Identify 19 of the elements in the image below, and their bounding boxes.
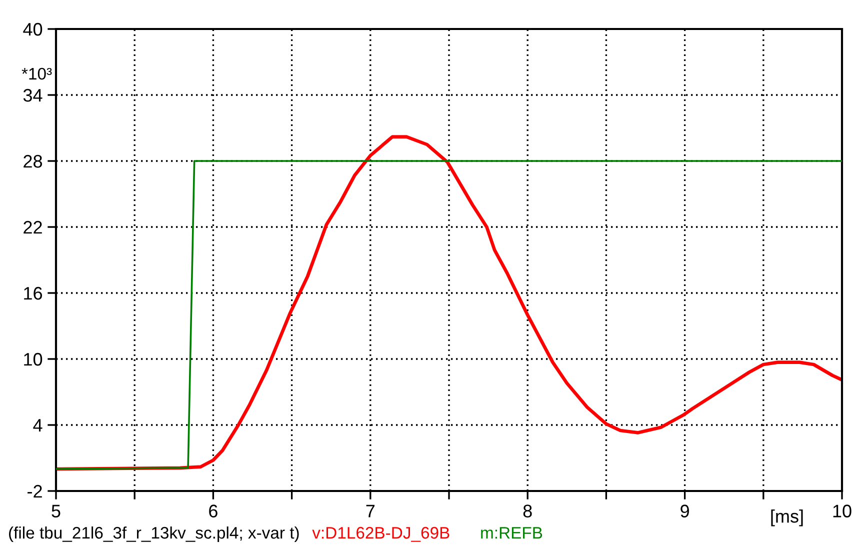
y-tick-label: 28 [24, 154, 42, 168]
y-tick-label: 4 [33, 419, 42, 432]
y-tick-label: 22 [24, 220, 42, 234]
x-tick-label: 6 [209, 504, 218, 518]
x-tick-label: 10 [833, 504, 852, 518]
text: (file tbu_21l6_3f_r_13kv_sc.pl4; x-var t) [9, 526, 299, 542]
text: m:REFB [481, 527, 542, 539]
x-tick-label: 8 [523, 504, 532, 518]
y-tick-label: -2 [28, 484, 42, 498]
x-axis-title: [ms] [771, 509, 803, 526]
y-tick-label: 16 [24, 286, 42, 300]
y-axis-title: *10³ [22, 68, 52, 80]
y-tick-label: 34 [23, 88, 42, 102]
text: v:D1L62B-DJ_69B [312, 526, 450, 542]
x-tick-label: 9 [680, 504, 689, 518]
y-tick-label: 40 [23, 22, 42, 36]
y-tick-label: 10 [24, 352, 42, 366]
x-tick-label: 5 [52, 504, 60, 518]
x-tick-label: 7 [366, 504, 375, 518]
